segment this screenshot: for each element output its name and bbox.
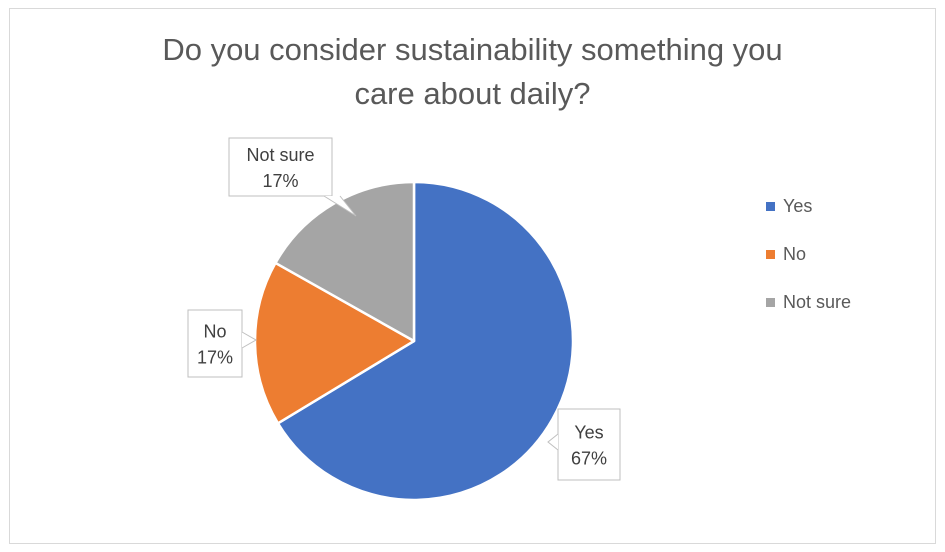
legend-item-yes[interactable]: Yes (766, 182, 851, 230)
data-label-name-no: No (203, 322, 226, 342)
pie-slice-no[interactable] (253, 261, 416, 425)
pie-slices (253, 180, 575, 502)
data-label-yes: Yes 67% (547, 408, 621, 481)
data-label-value-yes: 67% (571, 449, 607, 469)
pie-slice-not-sure[interactable] (274, 180, 416, 343)
data-label-pointer-not-sure (323, 195, 357, 217)
legend-label-yes: Yes (783, 195, 813, 216)
data-label-box-yes (557, 408, 621, 481)
legend-label-no: No (783, 243, 807, 264)
legend-label-not-sure: Not sure (783, 291, 852, 312)
legend-swatch-no (766, 249, 775, 259)
data-label-no: No 17% (187, 309, 258, 378)
data-label-pointer-yes (547, 433, 559, 451)
data-label-value-not-sure: 17% (262, 171, 298, 191)
data-label-box-not-sure (228, 137, 333, 197)
data-label-name-not-sure: Not sure (246, 145, 314, 165)
data-label-pointer-no (241, 331, 258, 349)
legend: Yes No Not sure (766, 182, 851, 326)
legend-swatch-yes (766, 201, 775, 211)
data-label-callouts: Yes 67% No 17% Not sure 17% (187, 137, 621, 481)
chart-title-line-1: Do you consider sustainability something… (162, 32, 783, 67)
legend-item-no[interactable]: No (766, 230, 851, 278)
data-label-name-yes: Yes (574, 423, 603, 443)
data-label-not-sure: Not sure 17% (228, 137, 357, 217)
data-label-value-no: 17% (197, 348, 233, 368)
legend-swatch-not-sure (766, 297, 775, 307)
legend-item-not-sure[interactable]: Not sure (766, 278, 851, 326)
data-label-box-no (187, 309, 243, 378)
pie-slice-yes[interactable] (276, 180, 575, 502)
chart-title-line-2: care about daily? (354, 76, 591, 111)
chart-title: Do you consider sustainability something… (0, 28, 945, 116)
